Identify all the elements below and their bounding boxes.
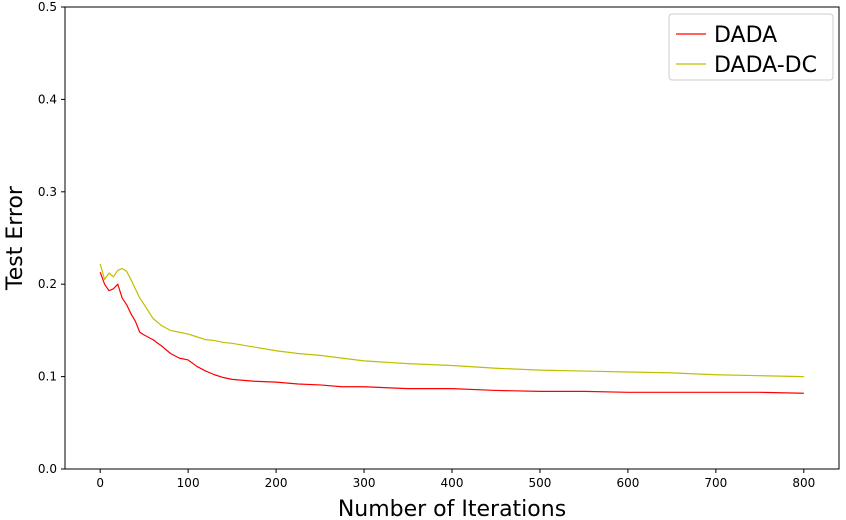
series-lines (99, 263, 804, 394)
x-tick-label: 500 (529, 476, 552, 490)
x-tick-label: 600 (616, 476, 639, 490)
y-tick-label: 0.5 (38, 0, 57, 14)
y-tick-label: 0.1 (38, 370, 57, 384)
legend-label: DADA-DC (714, 53, 817, 78)
x-tick-label: 0 (96, 476, 104, 490)
series-line-dada (99, 271, 804, 394)
series-line-dada-dc (99, 263, 804, 378)
x-tick-label: 800 (792, 476, 815, 490)
axis-ticks: 0 100 200 300 400 500 600 700 800 0.0 0.1 0.2 0.3 0.4… (38, 0, 815, 490)
x-tick-label: 300 (353, 476, 376, 490)
y-axis-title: Test Error (3, 185, 28, 291)
x-axis-title: Number of Iterations (338, 497, 566, 520)
x-tick-label: 200 (265, 476, 288, 490)
legend-box (668, 13, 834, 81)
legend-label: DADA (714, 23, 777, 48)
x-tick-label: 100 (177, 476, 200, 490)
x-tick-label: 700 (704, 476, 727, 490)
y-tick-label: 0.3 (38, 185, 57, 199)
x-tick-label: 400 (441, 476, 464, 490)
legend: DADA DADA-DC (668, 13, 834, 81)
y-tick-label: 0.2 (38, 277, 57, 291)
plot-frame (64, 6, 840, 470)
y-tick-label: 0.4 (38, 92, 57, 106)
y-tick-label: 0.0 (38, 462, 57, 476)
